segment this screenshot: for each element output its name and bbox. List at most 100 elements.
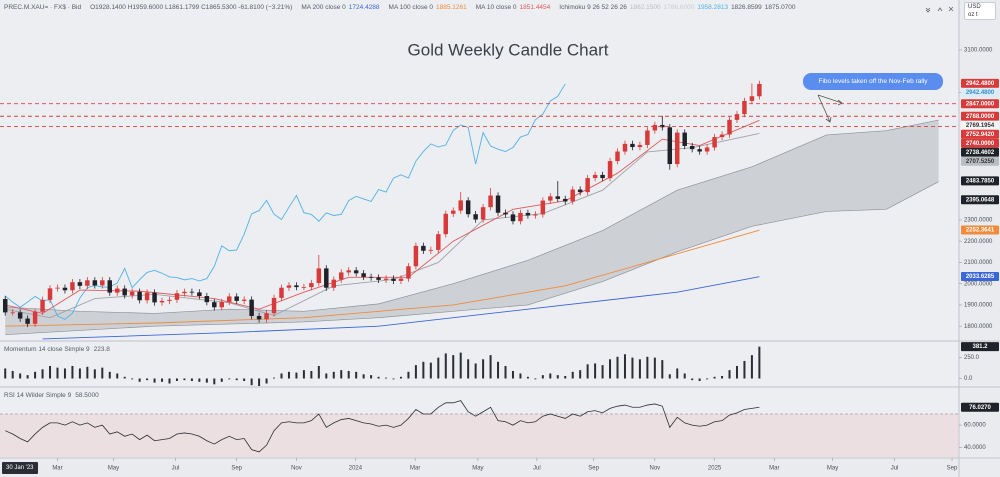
indicator-label: Ichimoku 9 26 52 26 26	[559, 4, 627, 11]
price-tag-label: 2738.4602	[966, 150, 995, 156]
bar	[295, 372, 298, 379]
currency: USD	[968, 4, 981, 10]
bar	[101, 367, 104, 379]
price-tag	[961, 129, 999, 139]
candle-body	[600, 174, 605, 179]
candle-body	[159, 300, 165, 303]
candle-body	[652, 124, 658, 131]
collapse-icon[interactable]	[925, 7, 931, 13]
x-tick-label: Jul	[533, 466, 541, 472]
candle-body	[675, 132, 680, 165]
price-tag-label: 2740.0000	[966, 141, 995, 147]
bar	[504, 365, 507, 379]
indicator-value: 1862.1500	[629, 4, 661, 11]
bar	[362, 374, 365, 379]
bar	[280, 373, 283, 379]
bar	[332, 371, 335, 379]
candle-body	[413, 245, 419, 267]
indicator-value: 1724.4288	[348, 4, 380, 11]
candle-body	[226, 296, 232, 302]
bar	[474, 363, 477, 379]
y-tick-label: 250.0	[964, 355, 980, 361]
annotation: Fibo levels taken off the Nov-Feb rally	[803, 73, 943, 90]
candle-body	[398, 278, 404, 281]
bar	[71, 365, 74, 379]
price-tag	[961, 342, 999, 352]
bar	[49, 365, 52, 379]
bar	[564, 375, 567, 379]
candle-body	[353, 270, 359, 274]
bar	[467, 359, 470, 379]
candle-body	[734, 114, 740, 120]
bar	[691, 378, 694, 381]
candle-body	[488, 195, 493, 208]
bar	[541, 375, 544, 379]
bar	[86, 366, 89, 379]
ohlc: O1928.1400 H1959.6000 L1861.1799 C1865.5…	[90, 4, 293, 11]
candle-body	[503, 212, 508, 215]
candle-body	[563, 198, 568, 202]
bar	[310, 370, 313, 379]
price-tag	[961, 99, 999, 109]
price-tag-label: 2395.0648	[966, 197, 995, 203]
candle-body	[667, 127, 673, 165]
bar	[482, 359, 485, 379]
price-tag	[961, 195, 999, 205]
candle-body	[458, 200, 463, 211]
series-line	[5, 229, 760, 327]
bar	[392, 378, 395, 380]
bar	[340, 370, 343, 379]
bar	[735, 365, 738, 379]
bar	[452, 355, 455, 379]
candle-body	[264, 313, 269, 320]
legend-header: PREC.M.XAU= · FX$ · Bid O1928.1400 H1959…	[4, 4, 796, 11]
close-icon[interactable]	[948, 6, 954, 12]
up-icon[interactable]	[937, 7, 943, 12]
price-tag-label: 76.0270	[969, 405, 991, 411]
y-tick-label: 40.0000	[964, 445, 986, 451]
price-tag	[961, 272, 999, 282]
price-tag	[961, 111, 999, 121]
candle-body	[107, 280, 113, 293]
bar	[243, 378, 246, 381]
indicator-value: 1826.8599	[731, 4, 762, 11]
cloud-edge	[5, 119, 939, 314]
x-tick-label: 2024	[349, 466, 363, 472]
bar	[579, 370, 582, 379]
x-tick-label: Sep	[588, 466, 599, 472]
candle-body	[331, 279, 337, 288]
price-tag-label: 2752.9420	[966, 132, 995, 138]
candle-body	[592, 174, 598, 179]
price-tag	[961, 87, 999, 97]
price-tag	[961, 138, 999, 148]
bar	[414, 365, 417, 379]
bar	[220, 378, 223, 382]
y-tick-label: 2000.0000	[964, 281, 993, 287]
y-tick-label: 0.0	[964, 376, 973, 382]
bar	[190, 378, 193, 381]
price-tag	[961, 402, 999, 412]
bar	[235, 378, 238, 381]
currency-box[interactable]: USD oz t	[964, 2, 996, 20]
candle-body	[630, 143, 635, 148]
bar	[497, 361, 500, 379]
candle-body	[92, 280, 98, 286]
x-tick-label: Jul	[172, 466, 180, 472]
y-tick-label: 1800.0000	[964, 324, 993, 330]
bar	[721, 375, 724, 379]
bar	[444, 353, 447, 379]
bar	[601, 365, 604, 379]
candle-body	[495, 195, 501, 213]
rsi-legend: RSI 14 Wilder Simple 9 58.5000	[4, 392, 99, 399]
indicator-value: 1786.6000	[663, 4, 695, 11]
candle-body	[473, 214, 478, 220]
toolbar[interactable]	[925, 6, 954, 13]
bar	[646, 356, 649, 379]
candle-body	[167, 299, 172, 301]
candle-body	[660, 124, 665, 128]
candle-body	[100, 280, 105, 286]
candle-body	[368, 276, 374, 278]
bar	[41, 369, 44, 379]
bar	[638, 359, 641, 379]
candle-body	[570, 189, 575, 202]
